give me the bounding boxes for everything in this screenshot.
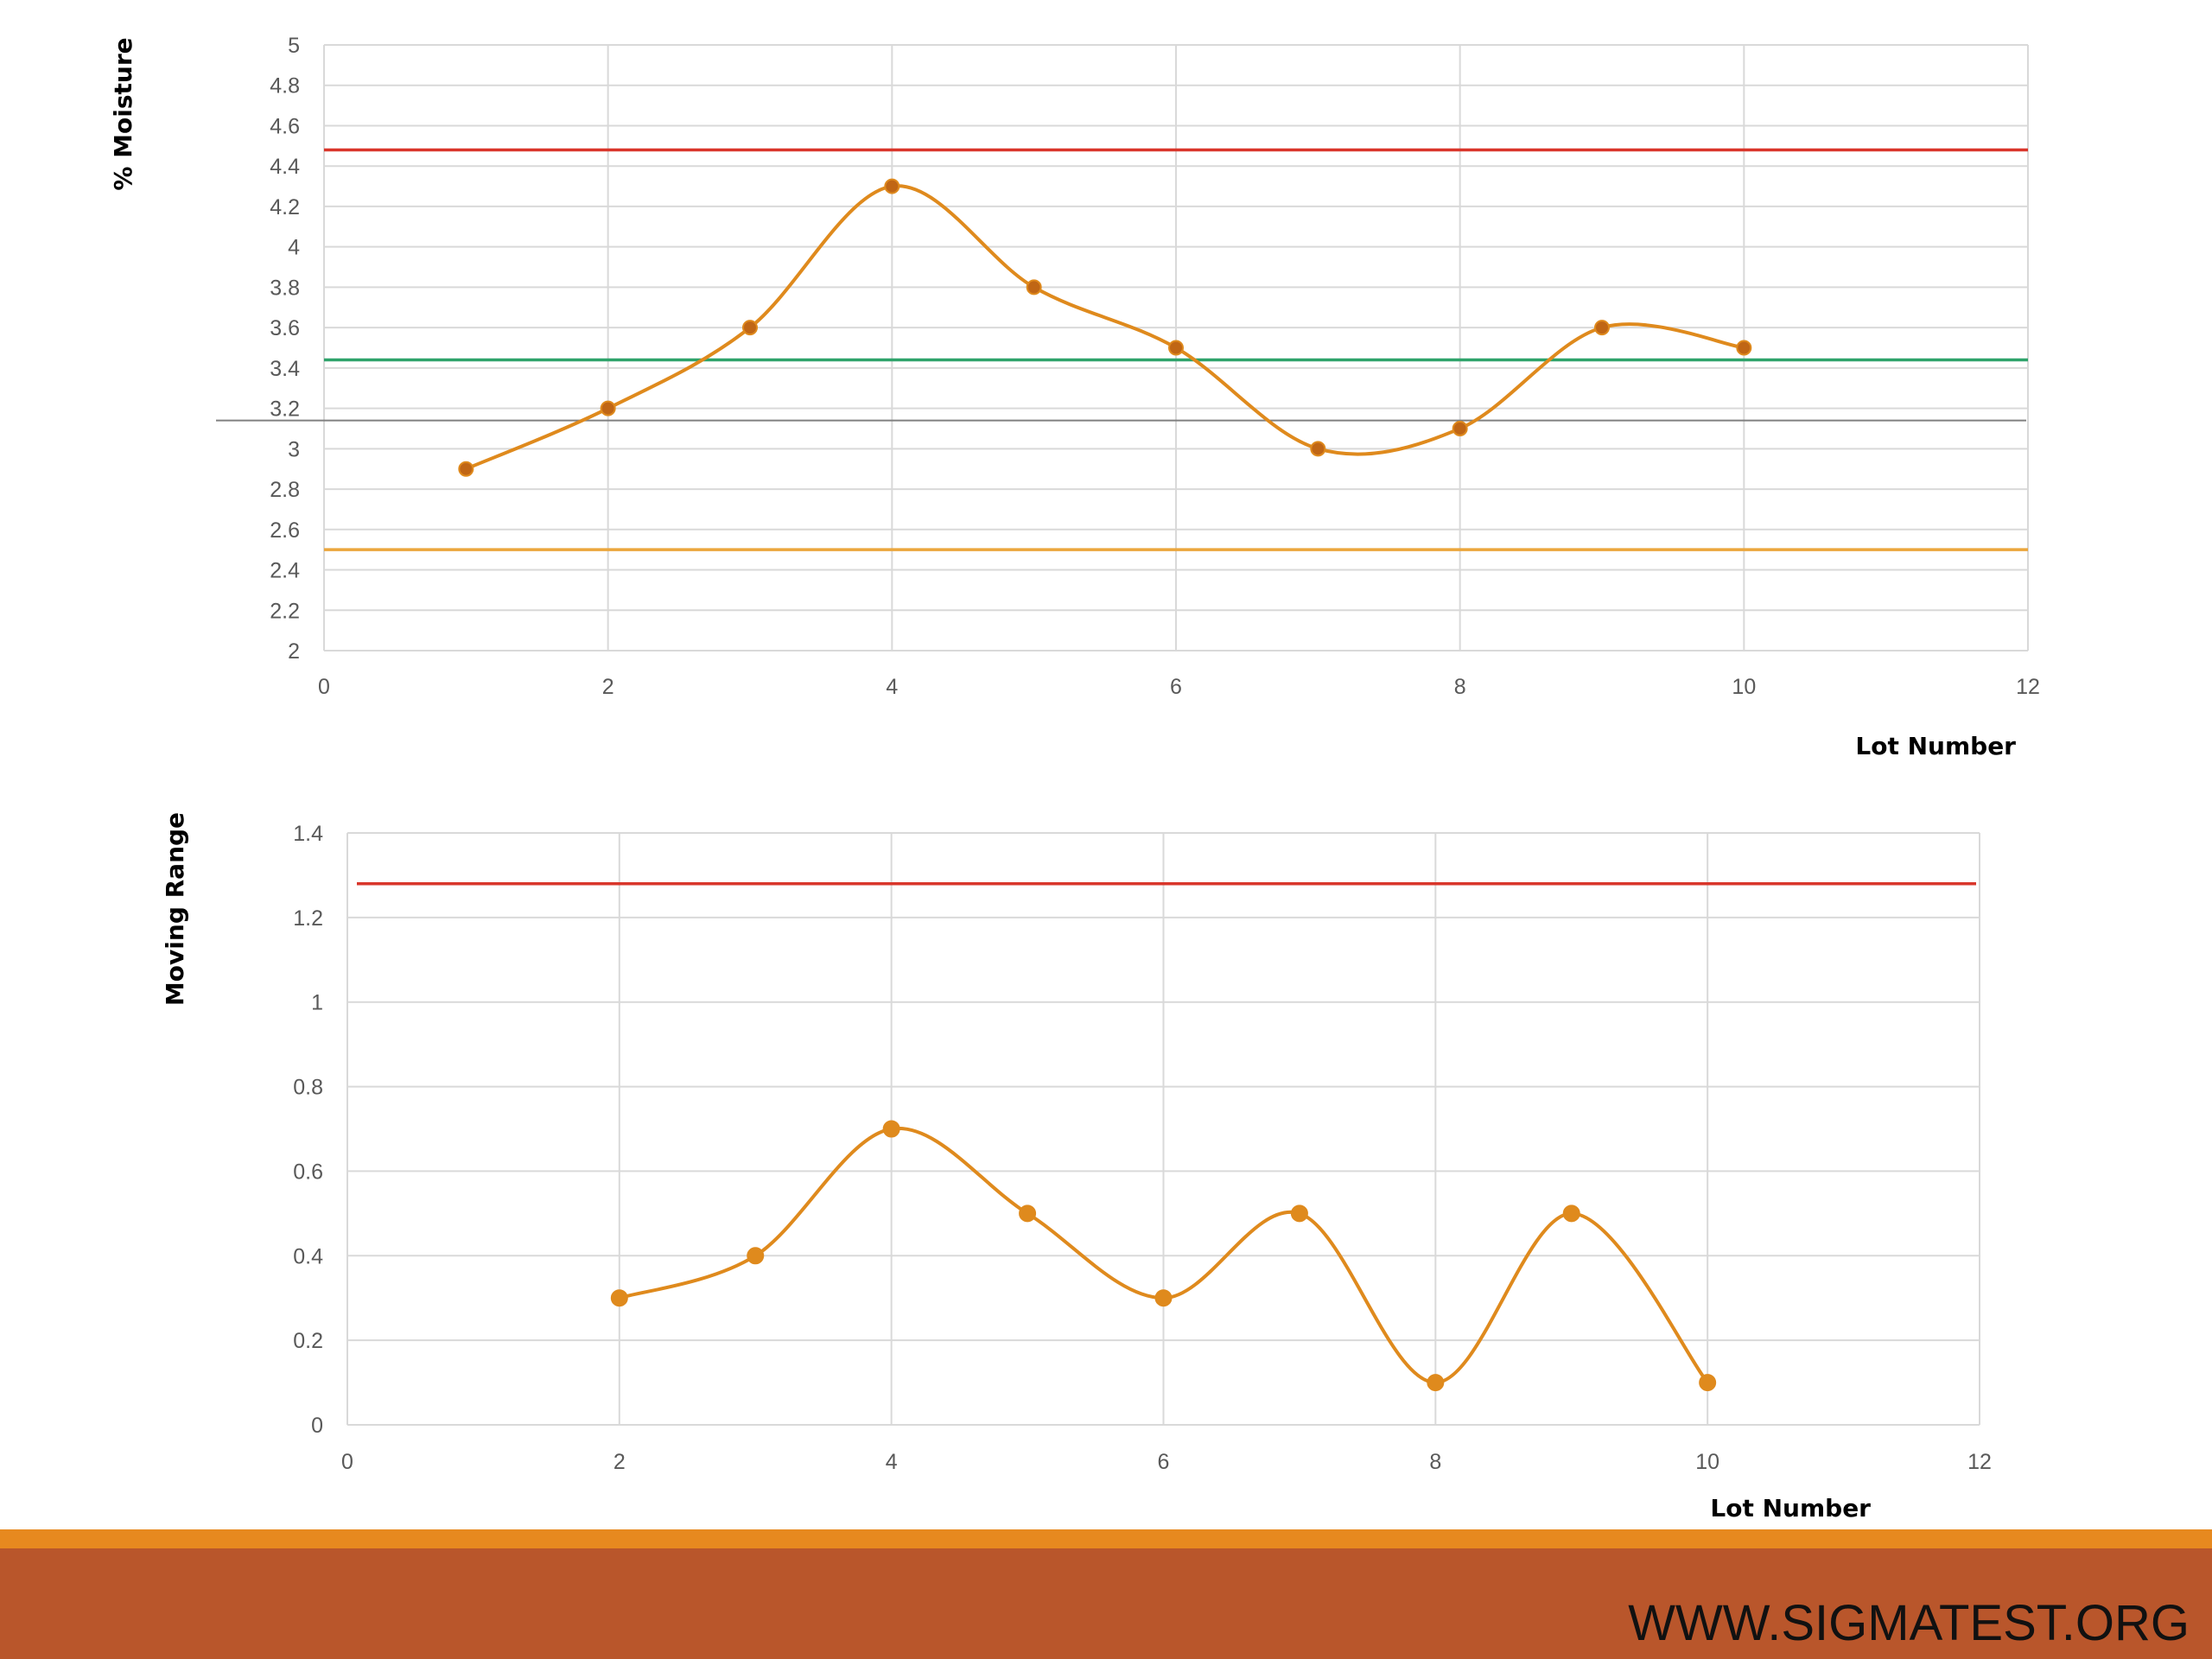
y-tick-label: 2 (288, 639, 300, 664)
x-tick-label: 10 (1695, 1450, 1719, 1474)
y-tick-label: 0.6 (293, 1160, 323, 1184)
y-tick-label: 0.4 (293, 1244, 323, 1268)
y-tick-label: 2.6 (270, 518, 300, 543)
data-point (747, 1247, 765, 1265)
x-tick-label: 8 (1454, 675, 1466, 699)
y-tick-label: 4.2 (270, 195, 300, 219)
series-line (619, 1126, 1709, 1385)
x-tick-label: 2 (602, 675, 614, 699)
x-tick-label: 12 (1967, 1450, 1992, 1474)
data-point (1452, 420, 1468, 436)
data-point (600, 400, 616, 416)
y-tick-label: 0 (311, 1414, 323, 1438)
data-point (1427, 1374, 1445, 1392)
data-point (1736, 340, 1752, 356)
x-tick-label: 0 (318, 675, 330, 699)
y-tick-label: 5 (288, 34, 300, 58)
data-point (1019, 1205, 1037, 1223)
y-tick-label: 4.6 (270, 114, 300, 138)
x-tick-label: 4 (886, 1450, 898, 1474)
chart-2: 0 0.2 0.4 0.6 0.8 1 1.2 1.4 0 2 4 6 8 10 12 Lot Number M… (161, 812, 1992, 1522)
y-tick-label: 2.4 (270, 559, 300, 583)
data-point (1168, 340, 1184, 356)
x-tick-label: 4 (886, 675, 898, 699)
y-tick-label: 4.4 (270, 155, 300, 179)
y-axis-title: % Moisture (109, 37, 137, 190)
y-tick-label: 2.2 (270, 599, 300, 623)
footer-stripe (0, 1529, 2212, 1548)
data-point (1594, 320, 1610, 336)
x-tick-label: 0 (341, 1450, 353, 1474)
y-tick-label: 3.8 (270, 276, 300, 300)
data-point (882, 1120, 900, 1138)
x-tick-label: 8 (1429, 1450, 1441, 1474)
y-tick-label: 3.2 (270, 397, 300, 422)
y-axis-title: Moving Range (161, 812, 189, 1006)
data-point (1290, 1205, 1308, 1223)
data-point (1026, 279, 1042, 296)
data-point (742, 320, 758, 336)
data-point (1562, 1205, 1580, 1223)
data-point (1310, 441, 1326, 457)
x-tick-label: 2 (613, 1450, 626, 1474)
chart-1: 2 2.2 2.4 2.6 2.8 3 3.2 3.4 3.6 3.8 4 4.2 4.4 4.6 4.8 5… (109, 34, 2040, 760)
y-tick-label: 3.4 (270, 357, 300, 381)
data-point (1154, 1289, 1173, 1307)
y-tick-label: 3.6 (270, 316, 300, 340)
series-line (465, 184, 1745, 471)
y-tick-label: 3 (288, 437, 300, 461)
x-tick-label: 10 (1732, 675, 1756, 699)
y-tick-label: 4 (288, 236, 300, 260)
x-axis-title: Lot Number (1710, 1494, 1871, 1522)
data-point (1699, 1374, 1717, 1392)
y-tick-label: 0.2 (293, 1329, 323, 1353)
footer-bar: WWW.SIGMATEST.ORG (0, 1548, 2212, 1659)
y-tick-label: 4.8 (270, 74, 300, 99)
gridlines (346, 832, 1980, 1426)
data-point (884, 178, 900, 194)
y-tick-label: 0.8 (293, 1076, 323, 1100)
y-tick-label: 1.4 (293, 822, 323, 846)
x-tick-label: 12 (2016, 675, 2040, 699)
y-tick-label: 2.8 (270, 478, 300, 502)
y-tick-label: 1.2 (293, 906, 323, 931)
data-point (610, 1289, 628, 1307)
x-tick-label: 6 (1170, 675, 1182, 699)
y-tick-label: 1 (311, 991, 323, 1015)
data-point (458, 461, 474, 477)
x-axis-title: Lot Number (1855, 732, 2016, 760)
control-charts: 2 2.2 2.4 2.6 2.8 3 3.2 3.4 3.6 3.8 4 4.2 4.4 4.6 4.8 5… (109, 34, 2040, 1522)
footer-url: WWW.SIGMATEST.ORG (1628, 1595, 2190, 1651)
x-tick-label: 6 (1158, 1450, 1170, 1474)
